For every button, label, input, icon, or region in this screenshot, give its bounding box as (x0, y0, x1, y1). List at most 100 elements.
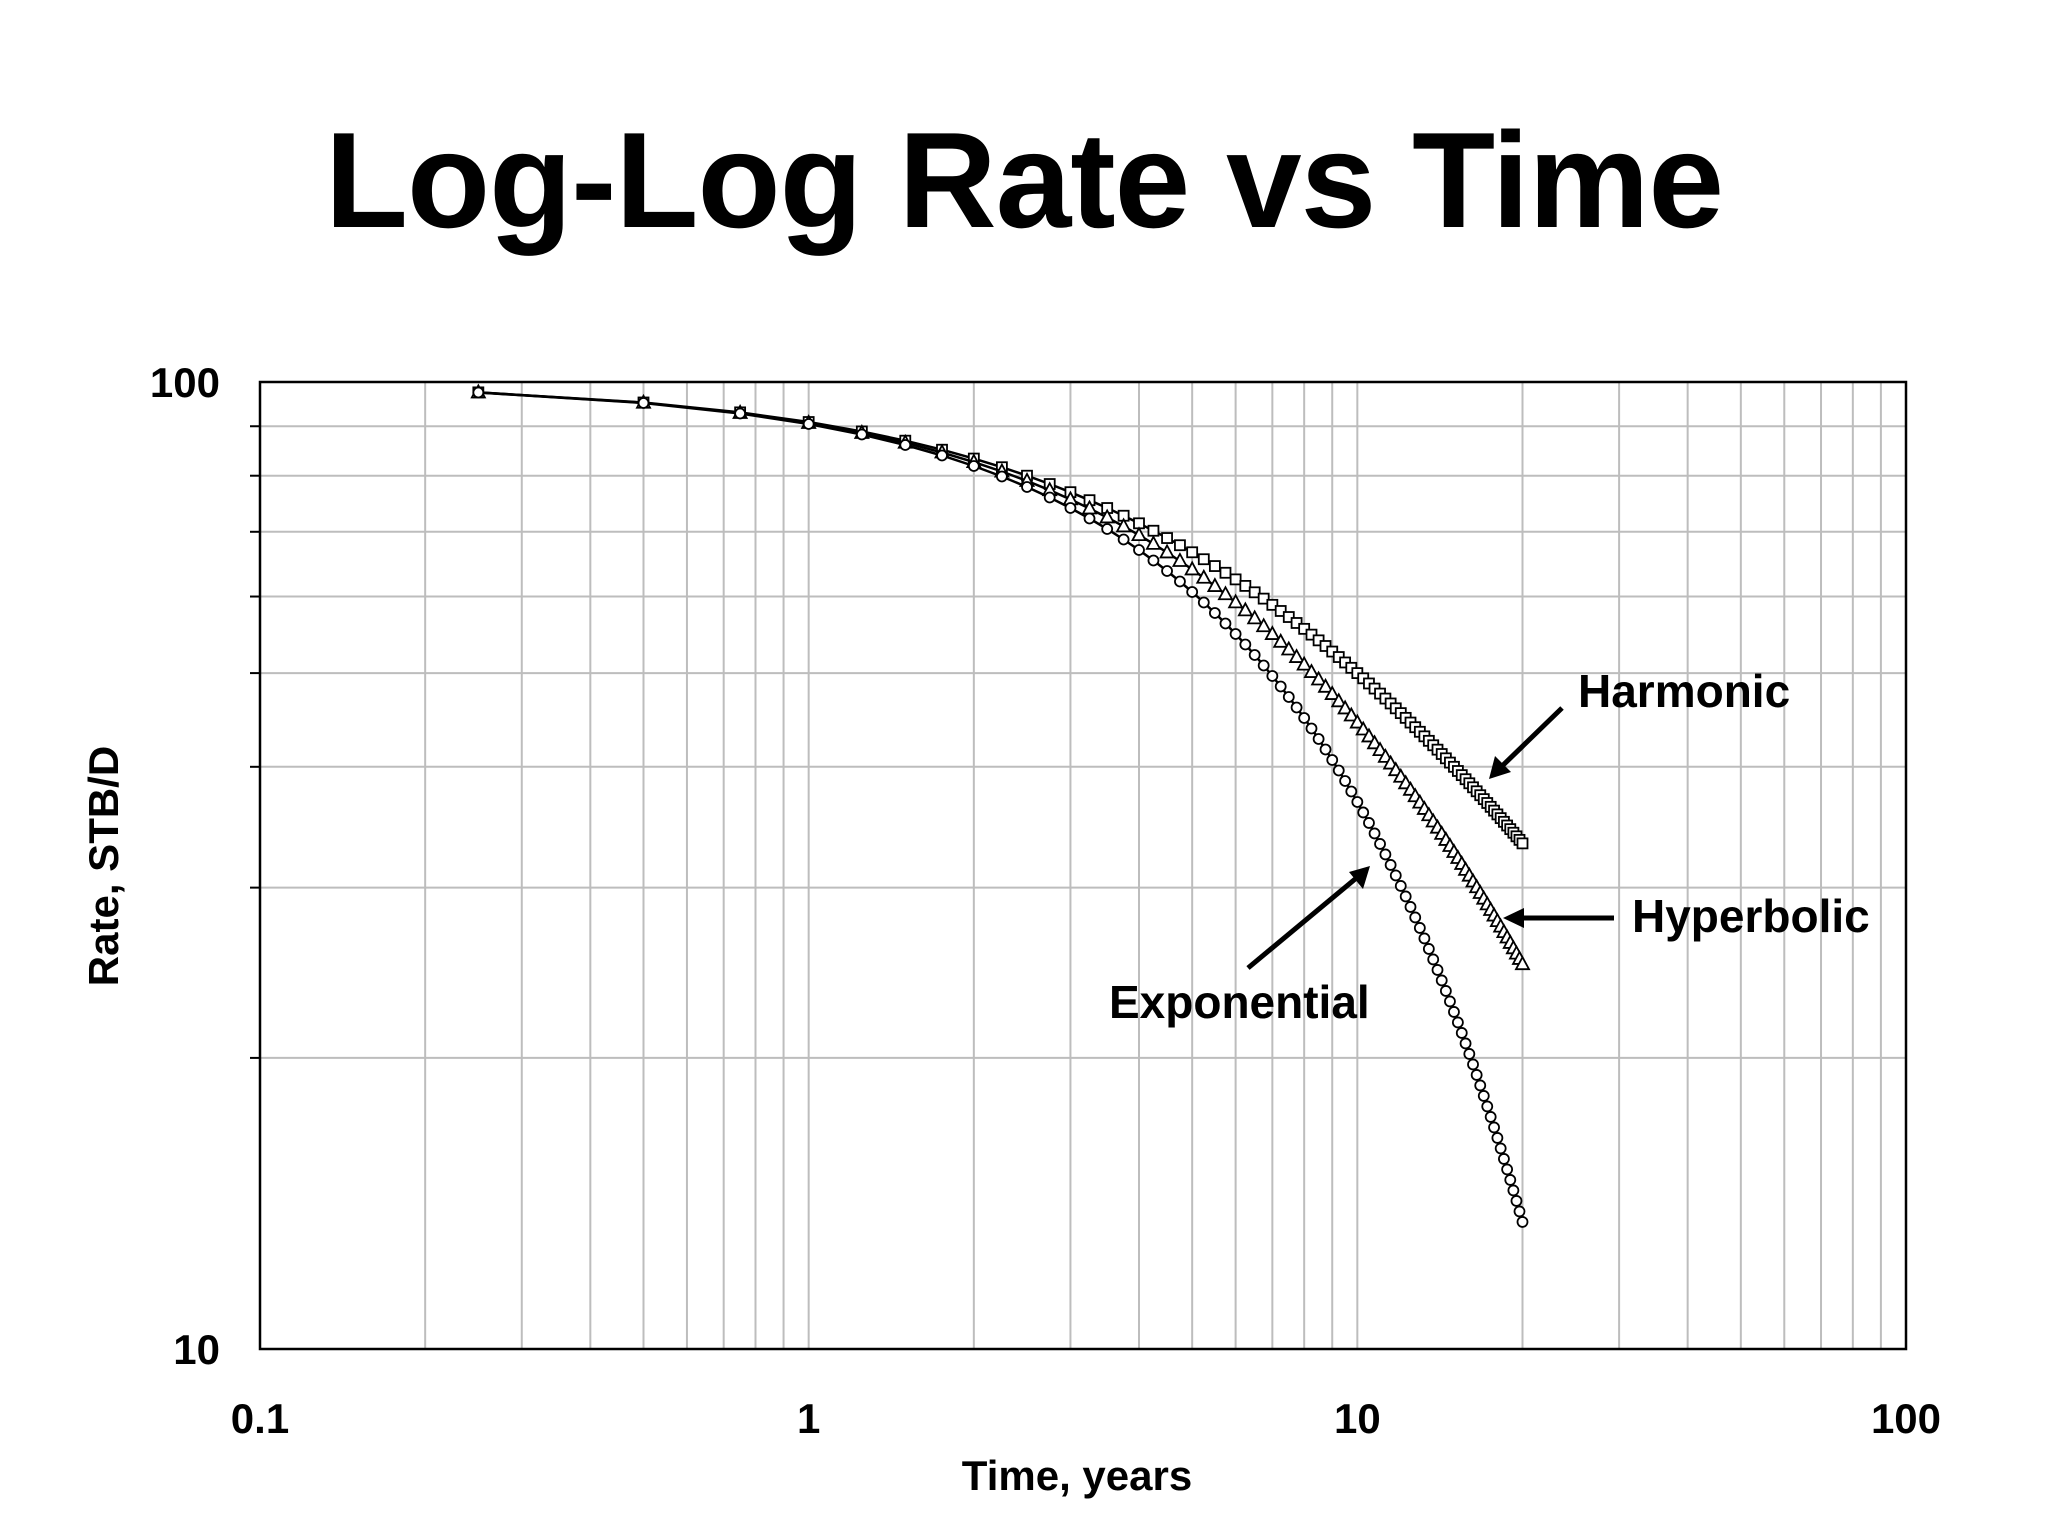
annotation-hyperbolic-arrowhead (1503, 908, 1524, 928)
data-point-circle (1448, 1006, 1460, 1018)
data-point-circle (802, 418, 815, 430)
data-point-triangle (1366, 734, 1383, 750)
data-point-circle (1351, 796, 1364, 808)
data-point-square (1266, 598, 1279, 611)
data-point-circle (1345, 785, 1358, 798)
data-point-triangle (1303, 663, 1320, 678)
data-point-circle (1474, 1079, 1487, 1092)
data-point-circle (1282, 691, 1295, 703)
y-axis-label: Rate, STB/D (80, 746, 127, 986)
data-point-square (1147, 524, 1160, 537)
data-point-circle (1439, 985, 1452, 997)
data-point-circle (1161, 565, 1173, 577)
y-tick-label: 100 (150, 359, 220, 406)
x-tick-label: 100 (1871, 1395, 1941, 1442)
annotation-hyperbolic: Hyperbolic (1632, 890, 1870, 942)
data-point-triangle (1324, 685, 1341, 700)
data-point-triangle (1145, 534, 1162, 550)
data-point-circle (1305, 722, 1318, 735)
data-point-circle (1298, 712, 1311, 724)
data-point-circle (1147, 554, 1160, 567)
data-point-triangle (1343, 706, 1360, 722)
data-point-circle (1239, 638, 1252, 651)
data-point-triangle (1115, 517, 1132, 533)
data-point-triangle (1349, 713, 1366, 729)
data-point-circle (1484, 1111, 1497, 1123)
data-point-circle (1374, 838, 1386, 850)
series-layer (470, 383, 1531, 1228)
data-point-triangle (1237, 601, 1254, 617)
data-point-circle (899, 439, 912, 451)
data-point-circle (1133, 544, 1145, 556)
data-point-square (1186, 546, 1199, 559)
data-point-square (1219, 566, 1232, 579)
data-point-triangle (1246, 609, 1263, 625)
data-point-circle (1516, 1216, 1529, 1228)
data-point-circle (1101, 523, 1114, 535)
data-point-circle (1507, 1184, 1520, 1197)
data-point-triangle (1337, 699, 1354, 715)
annotation-exponential-arrowhead (1349, 866, 1370, 889)
data-point-square (1516, 837, 1529, 850)
data-point-circle (1491, 1132, 1504, 1144)
annotation-exponential: Exponential (1109, 976, 1370, 1028)
data-point-circle (1339, 775, 1352, 787)
data-point-circle (637, 397, 650, 409)
data-point-triangle (1355, 720, 1372, 736)
data-point-circle (1399, 890, 1412, 903)
data-point-circle (1498, 1153, 1510, 1165)
data-point-circle (1021, 481, 1033, 493)
data-point-circle (1274, 680, 1287, 693)
data-point-square (1282, 611, 1295, 623)
data-point-triangle (1099, 508, 1116, 524)
data-point-circle (1513, 1205, 1526, 1218)
data-point-circle (1257, 659, 1270, 672)
chart-title: Log-Log Rate vs Time (324, 104, 1724, 256)
data-point-triangle (1130, 526, 1148, 542)
data-point-square (1229, 573, 1242, 586)
data-point-triangle (1280, 640, 1297, 656)
data-point-circle (1379, 848, 1392, 861)
data-point-triangle (1159, 543, 1176, 559)
data-point-circle (1332, 764, 1345, 777)
data-point-circle (1481, 1100, 1494, 1113)
data-point-circle (1404, 901, 1417, 913)
data-point-circle (1384, 859, 1397, 871)
data-point-circle (1455, 1027, 1468, 1039)
series-exponential (472, 386, 1529, 1228)
data-point-triangle (1288, 648, 1305, 663)
data-point-square (1257, 592, 1270, 605)
data-point-circle (1186, 586, 1199, 598)
data-point-circle (1229, 628, 1242, 640)
data-point-circle (967, 460, 980, 472)
data-point-circle (1463, 1048, 1476, 1060)
data-point-circle (1444, 995, 1456, 1008)
data-point-circle (1409, 911, 1422, 924)
data-point-circle (855, 428, 868, 441)
data-point-circle (1197, 596, 1210, 609)
data-point-circle (1312, 733, 1325, 745)
data-point-triangle (1296, 655, 1313, 671)
data-point-triangle (1330, 692, 1347, 708)
data-point-circle (1467, 1058, 1479, 1071)
data-point-circle (1219, 617, 1232, 630)
data-point-circle (1389, 869, 1402, 882)
data-point-triangle (1264, 625, 1281, 640)
data-point-circle (1459, 1037, 1472, 1050)
x-tick-label: 1 (797, 1395, 820, 1442)
data-point-circle (734, 407, 747, 420)
data-point-square (1208, 560, 1221, 572)
annotations: Harmonic Hyperbolic Exponential (1109, 665, 1870, 1028)
y-tick-label: 10 (173, 1326, 220, 1373)
data-point-triangle (1360, 727, 1377, 743)
data-point-square (1161, 532, 1173, 544)
plot-frame (258, 380, 1908, 1351)
series-harmonic (472, 386, 1529, 850)
data-point-circle (1418, 932, 1431, 945)
data-point-triangle (1217, 585, 1234, 601)
data-point-circle (1326, 754, 1339, 766)
data-point-circle (1451, 1016, 1464, 1029)
data-point-circle (1510, 1195, 1523, 1207)
data-point-circle (1174, 575, 1186, 588)
